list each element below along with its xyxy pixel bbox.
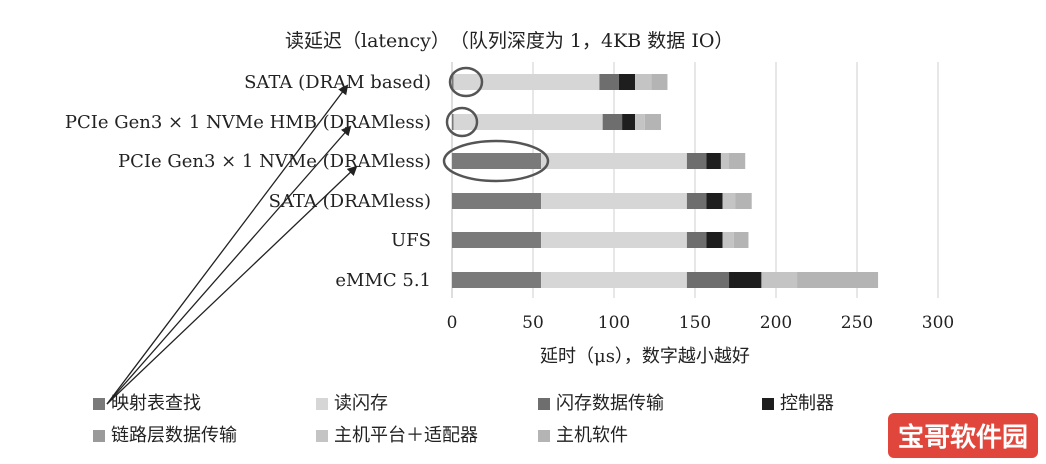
legend-label: 闪存数据传输	[556, 393, 664, 414]
annotation-arrow	[106, 125, 352, 405]
bars	[452, 74, 879, 288]
bar-segment	[452, 272, 542, 288]
legend-label: 主机平台＋适配器	[334, 425, 478, 446]
legend-swatch	[316, 430, 328, 442]
bar-segment	[644, 114, 661, 130]
chart-title: 读延迟（latency） （队列深度为 1，4KB 数据 IO）	[285, 30, 733, 52]
watermark-logo: 宝哥软件园	[887, 413, 1038, 458]
x-axis-ticks: 0 50 100 150 200 250 300	[447, 313, 955, 333]
bar-segment	[733, 232, 749, 248]
legend-swatch	[93, 398, 105, 410]
legend-label: 链路层数据传输	[111, 425, 237, 446]
category-label: UFS	[391, 230, 431, 251]
bar-segment	[720, 153, 730, 169]
legend-label: 主机软件	[556, 425, 628, 446]
annotation-arrow	[106, 84, 349, 405]
bar-segment	[686, 232, 707, 248]
bar-segment	[541, 193, 687, 209]
category-labels: SATA (DRAM based) PCIe Gen3 × 1 NVMe HMB …	[65, 72, 431, 291]
bar-segment	[797, 272, 879, 288]
category-label: SATA (DRAMless)	[269, 191, 431, 212]
bar-segment	[452, 74, 454, 90]
annotation-arrow	[106, 165, 358, 405]
bar-segment	[761, 272, 798, 288]
legend-swatch	[93, 430, 105, 442]
bar-segment	[635, 114, 645, 130]
bar-segment	[729, 272, 762, 288]
bar-segment	[686, 272, 730, 288]
highlight-ellipse	[448, 66, 484, 98]
x-tick-label: 250	[841, 313, 873, 333]
bar-segment	[452, 232, 542, 248]
bar-segment	[452, 153, 542, 169]
highlight-annotations	[106, 66, 550, 405]
category-label: eMMC 5.1	[335, 270, 431, 291]
bar-segment	[706, 232, 723, 248]
bar-segment	[452, 193, 542, 209]
legend-swatch	[538, 430, 550, 442]
bar-segment	[599, 74, 619, 90]
x-tick-label: 200	[760, 313, 792, 333]
x-tick-label: 0	[447, 313, 458, 333]
bar-segment	[541, 272, 687, 288]
bar-segment	[541, 232, 687, 248]
highlight-ellipse	[445, 106, 479, 138]
bar-segment	[622, 114, 636, 130]
bar-segment	[453, 74, 600, 90]
x-tick-label: 300	[922, 313, 954, 333]
legend-swatch	[538, 398, 550, 410]
bar-segment	[686, 153, 707, 169]
bar-segment	[651, 74, 668, 90]
bar-segment	[706, 193, 723, 209]
bar-segment	[722, 193, 736, 209]
bar-segment	[706, 153, 721, 169]
bar-segment	[452, 114, 454, 130]
bar-segment	[686, 193, 707, 209]
x-tick-label: 150	[679, 313, 711, 333]
bar-segment	[602, 114, 623, 130]
legend-swatch	[762, 398, 774, 410]
grid-lines	[451, 62, 939, 298]
legend-label: 控制器	[780, 393, 834, 414]
bar-segment	[722, 232, 734, 248]
category-label: PCIe Gen3 × 1 NVMe HMB (DRAMless)	[65, 112, 431, 133]
highlight-ellipse	[442, 139, 550, 183]
legend-label: 映射表查找	[111, 393, 201, 414]
bar-segment	[618, 74, 636, 90]
legend-swatch	[316, 398, 328, 410]
bar-segment	[635, 74, 652, 90]
legend-label: 读闪存	[334, 393, 388, 414]
bar-segment	[541, 153, 687, 169]
x-tick-label: 100	[598, 313, 630, 333]
x-axis-label: 延时（μs），数字越小越好	[540, 346, 750, 367]
bar-segment	[453, 114, 603, 130]
category-label: SATA (DRAM based)	[244, 72, 431, 93]
category-label: PCIe Gen3 × 1 NVMe (DRAMless)	[118, 151, 431, 172]
bar-segment	[729, 153, 746, 169]
x-tick-label: 50	[522, 313, 544, 333]
bar-segment	[735, 193, 752, 209]
